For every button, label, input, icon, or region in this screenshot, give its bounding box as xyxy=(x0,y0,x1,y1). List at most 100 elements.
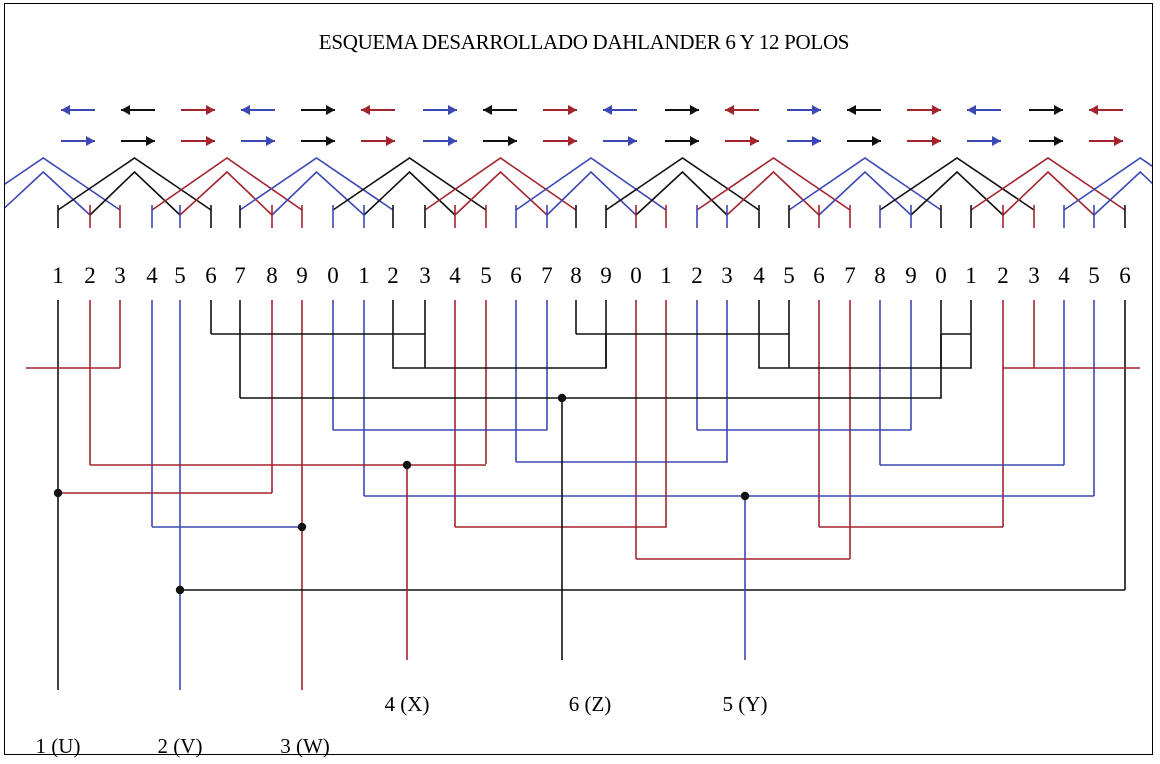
coil-inner-12 xyxy=(1093,170,1152,216)
terminal-labels: 1 (U) 2 (V) 3 (W) 4 (X) 6 (Z) 5 (Y) xyxy=(36,692,768,758)
arrow-bottom-1 xyxy=(61,136,95,146)
junction-dot-5 xyxy=(557,393,567,403)
slot-number-23: 3 xyxy=(721,263,733,288)
arrow-bottom-11 xyxy=(665,136,699,146)
arrow-bottom-17 xyxy=(1029,136,1063,146)
arrow-bottom-8 xyxy=(483,136,517,146)
junction-dot-6 xyxy=(740,491,750,501)
slot-number-21: 1 xyxy=(660,263,672,288)
slot-number-20: 0 xyxy=(630,263,642,288)
slot-number-18: 8 xyxy=(570,263,582,288)
coil-outer-6 xyxy=(515,157,667,211)
current-arrows xyxy=(61,105,1123,146)
coil-outer-1 xyxy=(57,157,212,211)
terminal-label-6: 5 (Y) xyxy=(723,692,768,716)
slot-number-5: 5 xyxy=(174,263,186,288)
coil-outer-4 xyxy=(332,157,487,211)
arrow-top-17 xyxy=(1029,105,1063,115)
coil-outer-7 xyxy=(605,157,760,211)
arrow-top-1 xyxy=(61,105,95,115)
junction-dot-2 xyxy=(297,522,307,532)
arrow-top-7 xyxy=(423,105,457,115)
coil-inner-4 xyxy=(363,170,456,216)
junction-dots xyxy=(53,393,750,595)
diagram-frame xyxy=(4,3,1153,755)
arrow-bottom-6 xyxy=(361,136,395,146)
slot-number-35: 5 xyxy=(1088,263,1100,288)
connection-lines xyxy=(26,333,1140,660)
slot-leads xyxy=(57,300,1126,690)
arrow-top-18 xyxy=(1089,105,1123,115)
coil-outer-8 xyxy=(696,157,851,211)
arrow-top-6 xyxy=(361,105,395,115)
arrow-bottom-4 xyxy=(241,136,275,146)
slot-number-15: 5 xyxy=(480,263,492,288)
coil-outer-9 xyxy=(788,157,942,211)
terminal-label-5: 6 (Z) xyxy=(569,692,612,716)
arrow-top-11 xyxy=(665,105,699,115)
coil-outer-11 xyxy=(970,157,1126,211)
slot-number-29: 9 xyxy=(905,263,917,288)
arrow-top-4 xyxy=(241,105,275,115)
arrow-bottom-7 xyxy=(423,136,457,146)
connection-4 xyxy=(392,334,607,369)
slot-number-33: 3 xyxy=(1028,263,1040,288)
slot-number-13: 3 xyxy=(419,263,431,288)
arrow-bottom-3 xyxy=(181,136,215,146)
slot-number-22: 2 xyxy=(691,263,703,288)
slot-number-3: 3 xyxy=(114,263,126,288)
arrow-bottom-5 xyxy=(301,136,335,146)
arrow-top-15 xyxy=(907,105,941,115)
diagram-title: ESQUEMA DESARROLLADO DAHLANDER 6 Y 12 PO… xyxy=(318,30,850,54)
coil-inner-10 xyxy=(910,170,1004,216)
junction-dot-1 xyxy=(53,488,63,498)
arrow-top-5 xyxy=(301,105,335,115)
terminal-label-4: 4 (X) xyxy=(385,692,430,716)
arrow-bottom-9 xyxy=(543,136,577,146)
arrow-top-13 xyxy=(787,105,821,115)
coil-outer-13 xyxy=(1156,158,1160,210)
slot-number-4: 4 xyxy=(146,263,158,288)
terminal-label-1: 1 (U) xyxy=(36,734,81,758)
arrow-top-8 xyxy=(483,105,517,115)
coil-outer-3 xyxy=(239,157,394,211)
arrow-bottom-14 xyxy=(847,136,881,146)
slot-number-32: 2 xyxy=(997,263,1009,288)
arrow-top-2 xyxy=(121,105,155,115)
slot-number-7: 7 xyxy=(234,263,246,288)
coil-inner-8 xyxy=(726,170,820,216)
slot-number-12: 2 xyxy=(387,263,399,288)
slot-number-31: 1 xyxy=(965,263,977,288)
slot-number-11: 1 xyxy=(358,263,370,288)
connection-17 xyxy=(455,398,667,528)
arrow-top-10 xyxy=(603,105,637,115)
coil-outer-10 xyxy=(879,157,1035,211)
arrow-top-3 xyxy=(181,105,215,115)
coil-inner-7 xyxy=(635,170,728,216)
coil-inner-3 xyxy=(271,170,365,216)
slot-number-9: 9 xyxy=(296,263,308,288)
slot-number-8: 8 xyxy=(266,263,278,288)
slot-number-1: 1 xyxy=(52,263,64,288)
connection-7 xyxy=(240,334,942,399)
arrow-top-14 xyxy=(847,105,881,115)
arrow-bottom-18 xyxy=(1089,136,1123,146)
coil-outer-12 xyxy=(1063,157,1152,211)
slot-number-17: 7 xyxy=(541,263,553,288)
coil-inner-9 xyxy=(818,170,912,216)
arrow-top-9 xyxy=(543,105,577,115)
coil-outer-2 xyxy=(151,157,303,211)
connection-11 xyxy=(516,398,728,463)
terminal-label-2: 2 (V) xyxy=(158,734,203,758)
arrow-bottom-16 xyxy=(967,136,1001,146)
slot-number-24: 4 xyxy=(753,263,765,288)
connection-6 xyxy=(758,334,972,369)
slot-number-2: 2 xyxy=(84,263,96,288)
arrow-bottom-10 xyxy=(603,136,637,146)
slot-number-16: 6 xyxy=(510,263,522,288)
slot-number-6: 6 xyxy=(205,263,217,288)
slot-number-19: 9 xyxy=(600,263,612,288)
slot-number-28: 8 xyxy=(874,263,886,288)
arrow-bottom-13 xyxy=(787,136,821,146)
